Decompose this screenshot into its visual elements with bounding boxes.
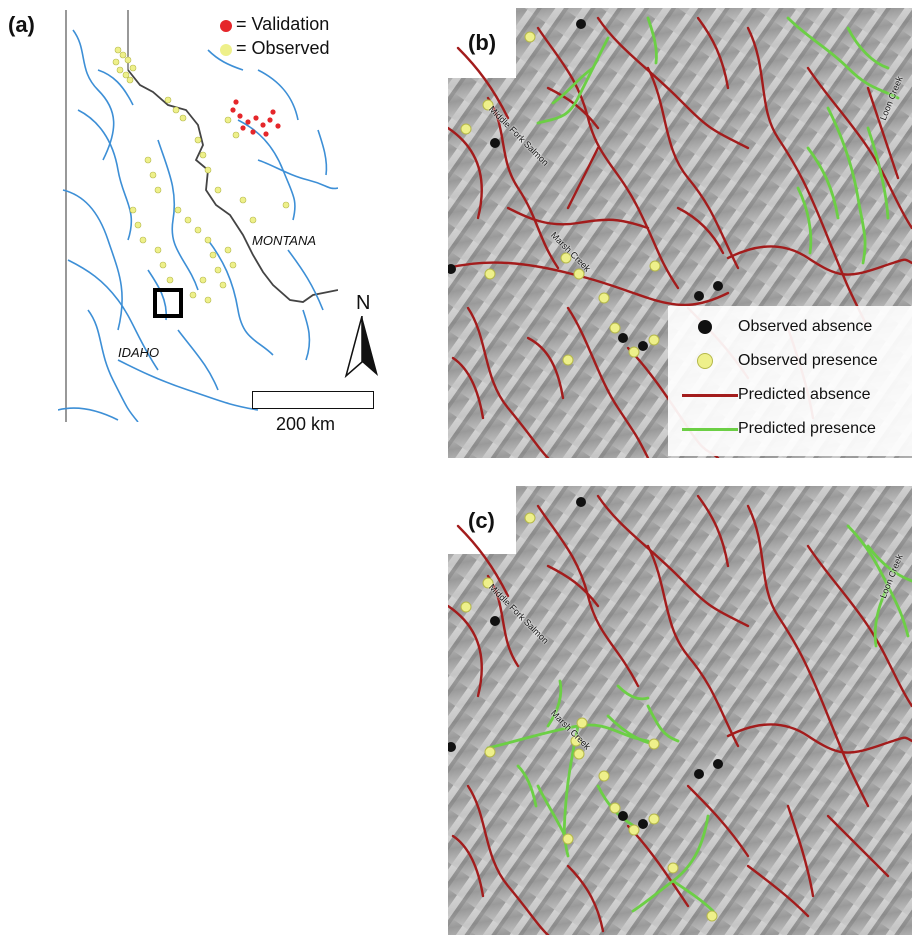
- map-c: Middle Fork Salmon Marsh Creek Loon Cree…: [448, 486, 912, 935]
- legend-b: Observed absence Observed presence Predi…: [668, 306, 912, 456]
- terrain-c: [448, 486, 912, 935]
- study-area-box: [153, 288, 183, 318]
- legend-observed-absence: Observed absence: [668, 314, 912, 342]
- observed-presence-c: [460, 512, 718, 922]
- stream-network: [58, 29, 338, 422]
- legend-observed-presence: Observed presence: [668, 348, 912, 376]
- panel-a-label: (a): [8, 12, 35, 37]
- black-dot-icon: [698, 320, 712, 334]
- montana-label: MONTANA: [252, 233, 317, 248]
- legend-observed-presence-label: Observed presence: [738, 352, 878, 369]
- legend-observed-absence-label: Observed absence: [738, 318, 873, 335]
- scale-label: 200 km: [276, 414, 336, 434]
- idaho-montana-border: [127, 69, 338, 303]
- map-c-svg: [448, 486, 912, 935]
- panel-b-label: (b): [468, 30, 497, 55]
- overview-map: [58, 10, 338, 422]
- observed-points: [112, 46, 290, 304]
- observed-absence-b: [448, 19, 723, 351]
- validation-dot: [220, 20, 232, 32]
- observed-presence-b: [460, 31, 661, 366]
- red-line-icon: [682, 394, 738, 397]
- predicted-presence-b: [536, 16, 900, 265]
- validation-points: [230, 99, 281, 137]
- north-arrow-icon: [342, 315, 382, 382]
- idaho-label: IDAHO: [118, 345, 160, 360]
- observed-label: = Observed: [236, 38, 330, 58]
- legend-predicted-absence-label: Predicted absence: [738, 386, 871, 403]
- overview-map-svg: [58, 10, 338, 422]
- validation-label: = Validation: [236, 14, 330, 34]
- north-label: N: [356, 292, 371, 314]
- observed-absence-c: [448, 497, 723, 829]
- predicted-absence-c: [448, 494, 912, 935]
- green-line-icon: [682, 428, 738, 431]
- panel-c-label: (c): [468, 508, 495, 533]
- observed-dot: [220, 44, 232, 56]
- legend-predicted-presence-label: Predicted presence: [738, 420, 876, 437]
- legend-predicted-presence: Predicted presence: [668, 416, 912, 444]
- legend-predicted-absence: Predicted absence: [668, 382, 912, 410]
- yellow-dot-icon: [697, 353, 713, 369]
- scale-bar: [252, 391, 374, 409]
- legend-a: = Validation = Observed: [216, 14, 376, 64]
